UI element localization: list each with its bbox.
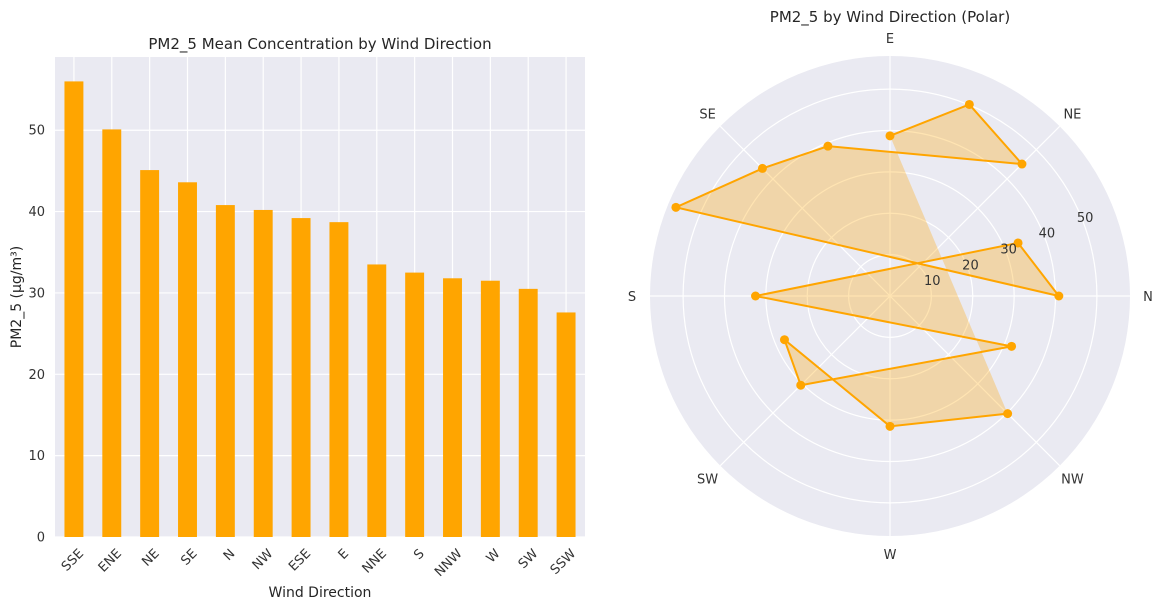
bar-y-tick-label: 10 xyxy=(28,449,45,464)
bar-y-tick-label: 40 xyxy=(28,205,45,220)
bar-e xyxy=(329,222,349,538)
polar-point-nw xyxy=(1003,409,1013,419)
polar-radial-tick-labels: 10 20 30 40 50 xyxy=(924,211,1093,289)
polar-point-se xyxy=(757,163,767,173)
polar-point-e xyxy=(885,131,895,141)
bar-x-tick-label: SE xyxy=(178,546,200,568)
polar-point-s xyxy=(751,291,761,301)
polar-point-sw xyxy=(796,380,806,390)
polar-point-ese xyxy=(823,141,833,151)
bar-sw xyxy=(518,288,538,537)
polar-chart-title: PM2_5 by Wind Direction (Polar) xyxy=(770,8,1010,27)
polar-direction-label: E xyxy=(886,32,894,47)
bar-x-tick-label: SSW xyxy=(548,546,579,577)
polar-chart-panel: 10 20 30 40 50 N NE E SE S SW W NW PM2_5 by Wind Di… xyxy=(628,8,1153,563)
polar-point-n xyxy=(1054,291,1064,301)
polar-radial-tick-label: 20 xyxy=(962,258,979,273)
bar-nw xyxy=(253,209,273,537)
bar-series xyxy=(64,81,576,538)
polar-direction-label: W xyxy=(884,548,897,563)
bar-x-axis-label: Wind Direction xyxy=(269,585,372,601)
polar-point-ene xyxy=(964,99,974,109)
bar-x-tick-label: S xyxy=(411,546,427,562)
polar-point-nne xyxy=(1013,238,1023,248)
polar-spoke xyxy=(889,125,1061,297)
bar-x-tick-label: ENE xyxy=(96,546,125,575)
bar-y-tick-label: 0 xyxy=(37,531,45,546)
bar-x-tick-labels: SSE ENE NE SE N NW ESE E NNE S NNW W SW SSW xyxy=(59,546,579,580)
bar-s xyxy=(405,272,425,537)
bar-nne xyxy=(367,264,387,537)
bar-x-tick-label: NNE xyxy=(360,546,390,576)
polar-area-fill xyxy=(675,104,1059,427)
bar-y-tick-label: 20 xyxy=(28,368,45,383)
bar-ssw xyxy=(556,312,576,537)
bar-x-tick-label: W xyxy=(484,546,504,566)
polar-direction-label: NE xyxy=(1063,108,1081,123)
bar-nnw xyxy=(443,278,462,537)
polar-radial-tick-label: 30 xyxy=(1000,242,1017,257)
polar-point-sse xyxy=(671,202,681,212)
polar-point-ne xyxy=(1017,159,1027,169)
polar-series-points xyxy=(671,99,1064,431)
polar-point-nnw xyxy=(1007,341,1017,351)
polar-point-ssw xyxy=(779,335,789,345)
polar-series-line xyxy=(672,103,1062,428)
bar-x-tick-label: SW xyxy=(516,546,542,572)
polar-direction-labels: N NE E SE S SW W NW xyxy=(628,32,1153,563)
bar-x-tick-label: ESE xyxy=(286,546,314,574)
bar-y-tick-label: 30 xyxy=(28,286,45,301)
bar-w xyxy=(480,280,500,537)
polar-direction-label: N xyxy=(1143,290,1153,305)
bar-plot-area xyxy=(55,57,585,537)
polar-spoke xyxy=(719,295,891,467)
bar-x-tick-label: NNW xyxy=(432,546,466,580)
polar-direction-label: S xyxy=(628,290,636,305)
bar-x-tick-label: N xyxy=(221,546,238,563)
polar-radial-tick-label: 10 xyxy=(924,274,941,289)
bar-y-tick-labels: 0 10 20 30 40 50 xyxy=(28,124,45,546)
bar-se xyxy=(178,182,197,537)
bar-ese xyxy=(291,218,311,537)
polar-direction-label: SW xyxy=(697,472,718,487)
polar-direction-label: SE xyxy=(699,108,715,123)
bar-x-tick-label: NW xyxy=(250,546,277,573)
bar-x-tick-label: NE xyxy=(139,546,162,569)
bar-ene xyxy=(102,129,122,537)
bar-chart-title: PM2_5 Mean Concentration by Wind Directi… xyxy=(148,35,491,54)
bar-x-tick-label: E xyxy=(336,546,352,562)
bar-n xyxy=(215,205,235,537)
polar-point-w xyxy=(885,421,895,431)
bar-y-tick-label: 50 xyxy=(28,124,45,139)
polar-radial-tick-label: 50 xyxy=(1077,211,1094,226)
bar-x-tick-label: SSE xyxy=(59,546,87,574)
polar-radial-tick-label: 40 xyxy=(1039,227,1056,242)
polar-spoke xyxy=(719,125,891,297)
bar-y-axis-label: PM2_5 (μg/m³) xyxy=(9,246,25,348)
polar-spoke xyxy=(889,295,1061,467)
bar-sse xyxy=(64,81,84,538)
polar-direction-label: NW xyxy=(1061,472,1084,487)
bar-ne xyxy=(140,170,160,537)
